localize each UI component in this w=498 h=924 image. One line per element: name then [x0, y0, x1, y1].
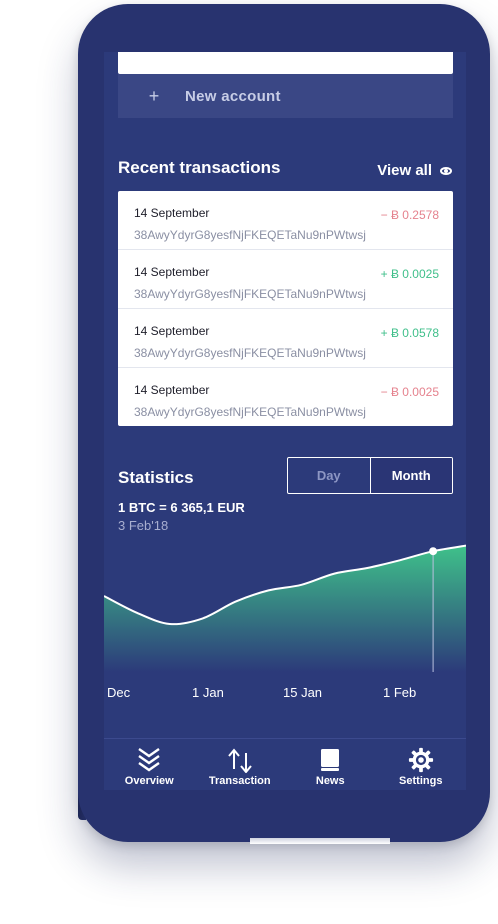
chart-line — [104, 544, 466, 626]
view-all-label: View all — [377, 162, 432, 179]
nav-settings-label: Settings — [399, 775, 443, 787]
x-tick-label: Dec — [107, 685, 131, 700]
new-account-button[interactable]: + New account — [118, 74, 453, 118]
x-tick-label: 1 Jan — [192, 685, 224, 700]
gear-icon — [407, 747, 435, 773]
transaction-amount: − Ƀ 0.0025 — [380, 385, 439, 399]
recent-transactions-title: Recent transactions — [118, 158, 281, 177]
nav-transaction[interactable]: Transaction — [195, 739, 286, 790]
nav-overview[interactable]: Overview — [104, 739, 195, 790]
eye-icon — [440, 166, 452, 175]
chart-area — [104, 545, 466, 672]
nav-transaction-label: Transaction — [208, 775, 271, 787]
transaction-address: 38AwyYdyrG8yesfNjFKEQETaNu9nPWtwsj — [134, 405, 366, 419]
app-screen: + New account Recent transactions View a… — [104, 52, 466, 790]
nav-overview-label: Overview — [124, 775, 174, 787]
transaction-row[interactable]: 14 September 38AwyYdyrG8yesfNjFKEQETaNu9… — [118, 309, 453, 368]
bottom-nav: Overview Transaction News — [104, 738, 466, 790]
transaction-address: 38AwyYdyrG8yesfNjFKEQETaNu9nPWtwsj — [134, 287, 366, 301]
nav-news-label: News — [315, 775, 345, 787]
transaction-date: 14 September — [134, 206, 210, 220]
transaction-row[interactable]: 14 September 38AwyYdyrG8yesfNjFKEQETaNu9… — [118, 368, 453, 427]
transaction-address: 38AwyYdyrG8yesfNjFKEQETaNu9nPWtwsj — [134, 346, 366, 360]
account-card[interactable] — [118, 52, 453, 74]
nav-settings[interactable]: Settings — [376, 739, 467, 790]
transaction-date: 14 September — [134, 324, 210, 338]
view-all-link[interactable]: View all — [377, 162, 452, 179]
toggle-month-button[interactable]: Month — [370, 458, 452, 493]
phone-bottom-edge — [250, 838, 390, 844]
chevrons-down-icon — [137, 747, 161, 773]
transactions-list: 14 September 38AwyYdyrG8yesfNjFKEQETaNu9… — [118, 191, 453, 426]
new-account-label: New account — [185, 87, 281, 105]
transaction-row[interactable]: 14 September 38AwyYdyrG8yesfNjFKEQETaNu9… — [118, 191, 453, 250]
transaction-amount: + Ƀ 0.0578 — [380, 326, 439, 340]
transaction-address: 38AwyYdyrG8yesfNjFKEQETaNu9nPWtwsj — [134, 228, 366, 242]
period-toggle: Day Month — [287, 457, 453, 494]
statistics-title: Statistics — [118, 468, 194, 487]
book-icon — [319, 747, 341, 773]
x-tick-label: 1 Feb — [383, 685, 417, 700]
chart-marker-dot[interactable] — [429, 547, 438, 556]
x-tick-label: 15 Jan — [283, 685, 323, 700]
transaction-date: 14 September — [134, 383, 210, 397]
transaction-amount: − Ƀ 0.2578 — [380, 208, 439, 222]
toggle-day-button[interactable]: Day — [288, 458, 371, 493]
nav-news[interactable]: News — [285, 739, 376, 790]
exchange-rate: 1 BTC = 6 365,1 EUR — [118, 500, 245, 515]
transaction-date: 14 September — [134, 265, 210, 279]
transaction-amount: + Ƀ 0.0025 — [380, 267, 439, 281]
plus-icon: + — [148, 85, 160, 106]
transaction-row[interactable]: 14 September 38AwyYdyrG8yesfNjFKEQETaNu9… — [118, 250, 453, 309]
arrows-up-down-icon — [226, 747, 254, 773]
exchange-rate-date: 3 Feb'18 — [118, 518, 169, 533]
price-chart[interactable] — [104, 532, 466, 672]
